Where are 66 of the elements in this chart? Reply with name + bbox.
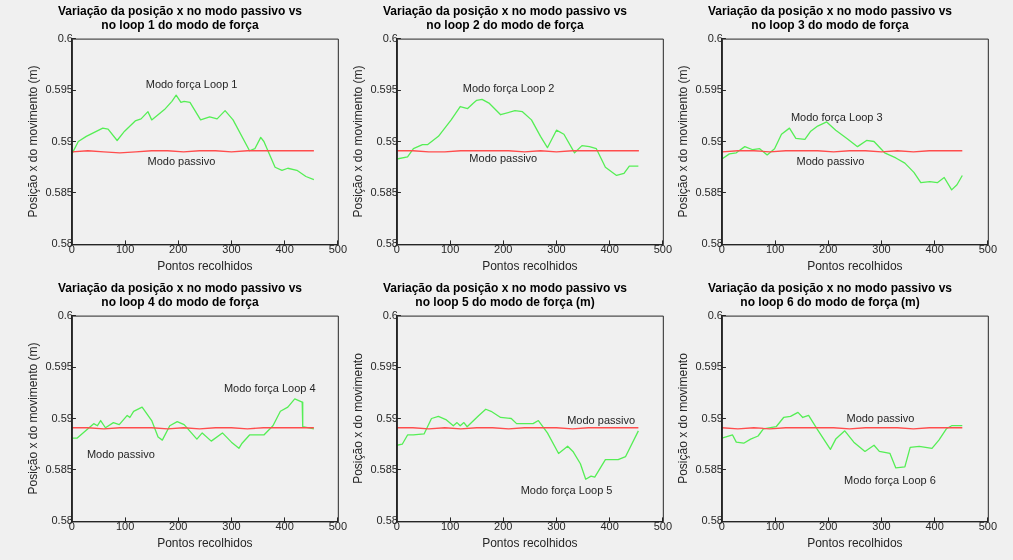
x-tick-label: 200 xyxy=(819,243,838,256)
y-axis-title: Posição x do movimento (m) xyxy=(25,65,40,218)
annotation: Modo força Loop 6 xyxy=(844,474,936,487)
x-tick-label: 300 xyxy=(872,243,891,256)
chart-title: Variação da posição x no modo passivo vs no loop 6 do modo de força (m) xyxy=(707,281,953,310)
x-tick-label: 100 xyxy=(765,243,785,256)
x-tick-label: 200 xyxy=(819,520,838,533)
annotation: Modo força Loop 2 xyxy=(462,82,555,95)
x-tick-label: 300 xyxy=(222,243,241,256)
x-tick-label: 500 xyxy=(978,520,997,533)
y-axis-title: Posição x do movimento (m) xyxy=(25,342,40,495)
x-tick-label: 300 xyxy=(222,520,241,533)
y-axis-title: Posição x do movimento xyxy=(675,352,690,484)
annotation: Modo força Loop 1 xyxy=(145,77,238,90)
annotation: Modo passivo xyxy=(567,413,636,426)
annotation: Modo força Loop 5 xyxy=(520,483,613,496)
x-tick-label: 0 xyxy=(393,243,400,256)
x-tick-label: 100 xyxy=(440,520,460,533)
y-axis-title: Posição x do movimento (m) xyxy=(350,65,365,218)
x-tick-label: 0 xyxy=(393,520,400,533)
x-tick-label: 400 xyxy=(925,243,944,256)
x-tick-label: 0 xyxy=(718,243,725,256)
annotation: Modo passivo xyxy=(469,152,538,165)
x-tick-label: 500 xyxy=(328,520,347,533)
x-tick-label: 400 xyxy=(275,520,294,533)
chart-title: Variação da posição x no modo passivo vs no loop 1 do modo de força xyxy=(57,4,303,33)
x-tick-label: 400 xyxy=(275,243,294,256)
chart-title: Variação da posição x no modo passivo vs no loop 3 do modo de força xyxy=(707,4,953,33)
chart-title: Variação da posição x no modo passivo vs no loop 4 do modo de força xyxy=(57,281,303,310)
x-axis-title: Pontos recolhidos xyxy=(482,259,578,274)
x-tick-label: 100 xyxy=(115,243,135,256)
x-tick-label: 400 xyxy=(925,520,944,533)
x-axis-title: Pontos recolhidos xyxy=(482,536,578,551)
x-tick-label: 0 xyxy=(718,520,725,533)
annotation: Modo força Loop 3 xyxy=(790,110,883,123)
x-tick-label: 200 xyxy=(494,243,513,256)
x-tick-label: 300 xyxy=(547,243,566,256)
x-tick-label: 100 xyxy=(115,520,135,533)
x-tick-label: 200 xyxy=(169,243,188,256)
annotation: Modo passivo xyxy=(796,155,865,168)
x-tick-label: 0 xyxy=(68,243,75,256)
x-axis-title: Pontos recolhidos xyxy=(157,259,253,274)
x-tick-label: 500 xyxy=(978,243,997,256)
x-axis-title: Pontos recolhidos xyxy=(157,536,253,551)
x-axis-title: Pontos recolhidos xyxy=(807,259,903,274)
x-axis-title: Pontos recolhidos xyxy=(807,536,903,551)
x-tick-label: 500 xyxy=(653,520,672,533)
x-tick-label: 200 xyxy=(169,520,188,533)
x-tick-label: 500 xyxy=(328,243,347,256)
x-tick-label: 400 xyxy=(600,243,619,256)
x-tick-label: 100 xyxy=(440,243,460,256)
y-axis-title: Posição x do movimento xyxy=(350,352,365,484)
chart-title: Variação da posição x no modo passivo vs no loop 5 do modo de força (m) xyxy=(382,281,628,310)
annotation: Modo passivo xyxy=(86,447,155,460)
annotation: Modo força Loop 4 xyxy=(223,381,316,394)
x-tick-label: 500 xyxy=(653,243,672,256)
y-axis-title: Posição x do movimento (m) xyxy=(675,65,690,218)
chart-title: Variação da posição x no modo passivo vs no loop 2 do modo de força xyxy=(382,4,628,33)
x-tick-label: 300 xyxy=(547,520,566,533)
x-tick-label: 100 xyxy=(765,520,785,533)
annotation: Modo passivo xyxy=(147,155,216,168)
annotation: Modo passivo xyxy=(846,411,915,424)
x-tick-label: 300 xyxy=(872,520,891,533)
x-tick-label: 200 xyxy=(494,520,513,533)
x-tick-label: 0 xyxy=(68,520,75,533)
x-tick-label: 400 xyxy=(600,520,619,533)
